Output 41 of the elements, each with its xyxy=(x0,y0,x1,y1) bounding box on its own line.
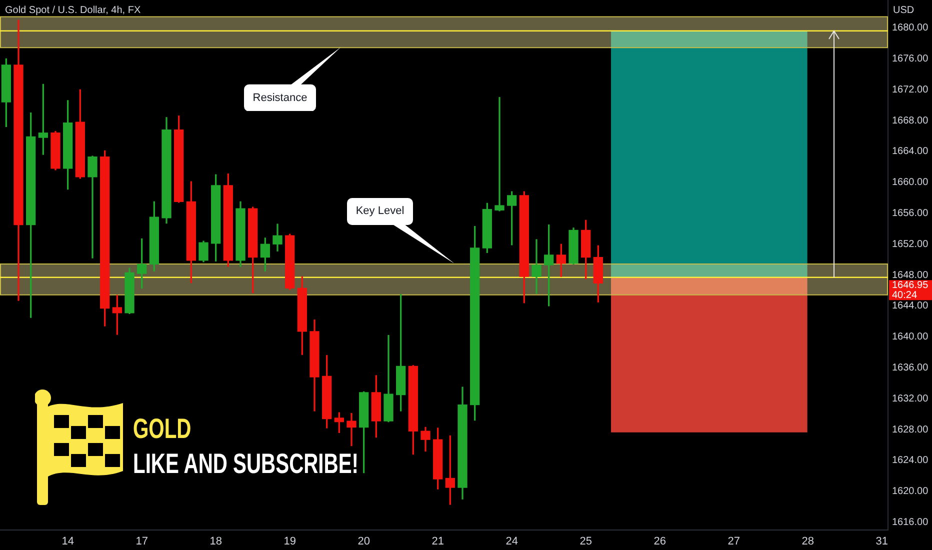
y-tick-label: 1680.00 xyxy=(892,22,929,34)
y-tick-label: 1632.00 xyxy=(892,393,929,404)
candlestick xyxy=(532,239,542,294)
y-tick-label: 1620.00 xyxy=(892,486,929,498)
y-tick-label: 1664.00 xyxy=(892,146,929,158)
annotation: GOLD xyxy=(133,413,192,444)
y-tick-label: 1652.00 xyxy=(892,238,929,250)
x-tick-label: 27 xyxy=(728,536,740,548)
text: 1646.95 xyxy=(892,280,929,291)
x-tick-label: 19 xyxy=(284,536,296,548)
text: Gold Spot / U.S. Dollar, 4h, FX xyxy=(5,4,141,16)
y-tick-label: 1660.00 xyxy=(892,177,929,188)
x-tick-label: 25 xyxy=(580,536,592,548)
y-tick-label: 1644.00 xyxy=(892,300,929,312)
y-tick-label: 1668.00 xyxy=(892,115,929,126)
x-tick-label: 17 xyxy=(136,536,148,548)
x-tick-label: 21 xyxy=(432,536,444,548)
x-tick-label: 14 xyxy=(62,536,74,548)
y-tick-label: 1640.00 xyxy=(892,332,929,343)
x-tick-label: 20 xyxy=(358,536,370,548)
y-tick-label: 1616.00 xyxy=(892,517,929,528)
y-tick-label: 1656.00 xyxy=(892,208,929,219)
candlestick xyxy=(88,156,98,258)
candlestick xyxy=(494,97,504,212)
y-tick-label: 1628.00 xyxy=(892,424,929,436)
text: 40:24 xyxy=(892,290,918,301)
x-tick-label: 26 xyxy=(654,536,666,548)
y-tick-label: 1624.00 xyxy=(892,455,929,466)
candlestick xyxy=(346,413,356,446)
annotation: Key Level xyxy=(356,205,404,217)
y-tick-label: 1676.00 xyxy=(892,53,929,64)
x-tick-label: 18 xyxy=(210,536,222,548)
annotation: Resistance xyxy=(252,92,308,104)
y-tick-label: 1672.00 xyxy=(892,84,929,96)
x-tick-label: 28 xyxy=(802,536,814,548)
x-tick-label: 31 xyxy=(876,536,888,548)
y-axis-title: USD xyxy=(893,4,914,16)
y-tick-label: 1648.00 xyxy=(892,270,929,281)
x-tick-label: 24 xyxy=(506,536,518,548)
annotation: LIKE AND SUBSCRIBE! xyxy=(133,448,359,479)
y-tick-label: 1636.00 xyxy=(892,362,929,374)
